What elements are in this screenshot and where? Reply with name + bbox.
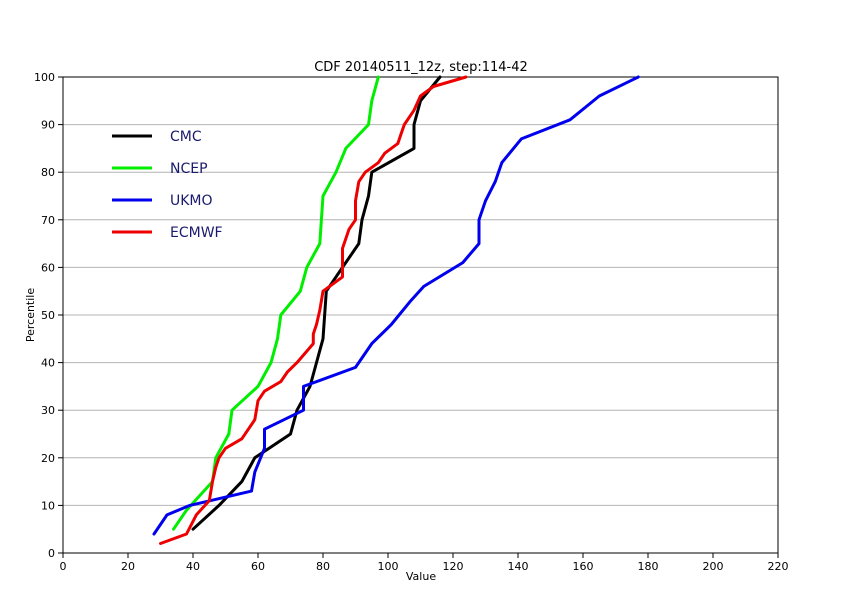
x-tick-label: 120 (443, 560, 464, 573)
y-axis: 0 10 20 30 40 50 60 70 80 90 100 (34, 71, 63, 560)
series-line-cmc (191, 75, 442, 531)
chart-title: CDF 20140511_12z, step:114-42 (314, 60, 528, 75)
x-axis: 0 20 40 60 80 100 120 140 160 180 200 220 (60, 553, 789, 573)
y-tick-label: 80 (41, 166, 55, 179)
legend-label-ecmwf: ECMWF (170, 225, 223, 241)
x-tick-label: 220 (768, 560, 789, 573)
y-tick-label: 10 (41, 499, 55, 512)
y-tick-label: 20 (41, 452, 55, 465)
y-tick-label: 30 (41, 404, 55, 417)
y-axis-label: Percentile (24, 288, 37, 343)
series-line-ecmwf (159, 75, 468, 545)
x-tick-label: 20 (121, 560, 135, 573)
y-tick-label: 70 (41, 214, 55, 227)
x-tick-label: 200 (703, 560, 724, 573)
y-tick-label: 100 (34, 71, 55, 84)
x-tick-label: 160 (573, 560, 594, 573)
series-group (152, 75, 640, 545)
x-tick-label: 100 (378, 560, 399, 573)
x-tick-label: 60 (251, 560, 265, 573)
x-tick-label: 140 (508, 560, 529, 573)
series-line-ukmo (152, 75, 640, 536)
y-tick-label: 90 (41, 119, 55, 132)
legend-label-cmc: CMC (170, 129, 202, 145)
x-tick-label: 80 (316, 560, 330, 573)
x-tick-label: 180 (638, 560, 659, 573)
y-tick-label: 0 (48, 547, 55, 560)
y-tick-label: 60 (41, 261, 55, 274)
y-tick-label: 40 (41, 357, 55, 370)
y-tick-label: 50 (41, 309, 55, 322)
x-tick-label: 0 (60, 560, 67, 573)
series-line-ncep (172, 75, 380, 531)
legend: CMC NCEP UKMO ECMWF (112, 129, 223, 241)
x-axis-label: Value (406, 570, 436, 583)
legend-label-ukmo: UKMO (170, 193, 213, 209)
x-tick-label: 40 (186, 560, 200, 573)
legend-label-ncep: NCEP (170, 161, 208, 177)
grid-lines (63, 124, 778, 506)
